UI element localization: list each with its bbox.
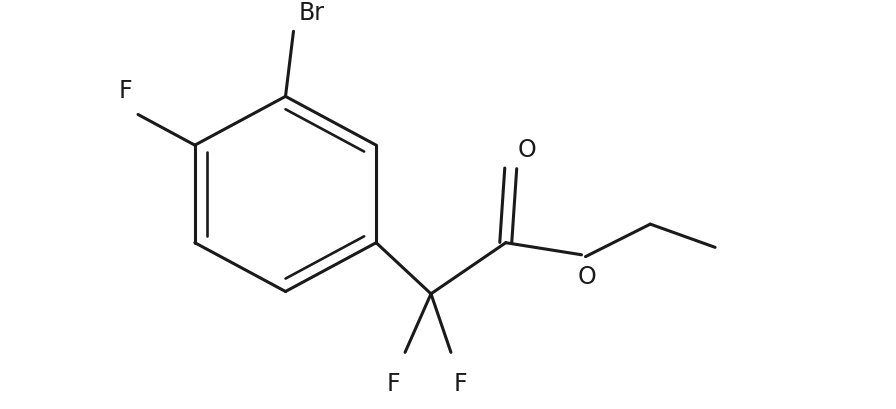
Text: F: F xyxy=(386,371,400,395)
Text: O: O xyxy=(518,137,537,162)
Text: F: F xyxy=(454,371,468,395)
Text: F: F xyxy=(118,79,132,103)
Text: Br: Br xyxy=(298,1,324,25)
Text: O: O xyxy=(578,265,597,288)
